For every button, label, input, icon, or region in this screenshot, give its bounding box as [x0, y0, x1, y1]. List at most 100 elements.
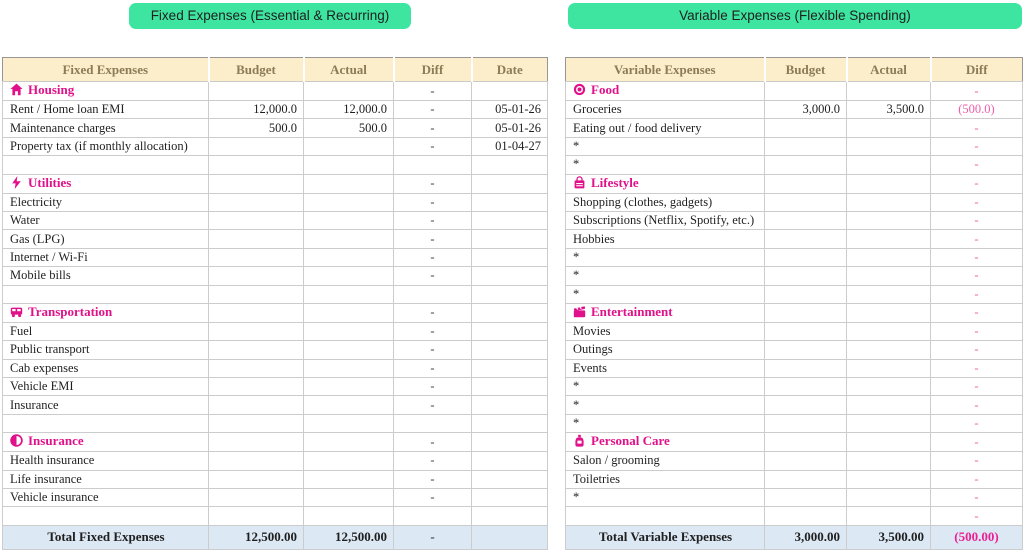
- cell-actual[interactable]: [846, 118, 931, 138]
- cell-diff[interactable]: -: [393, 358, 472, 379]
- cell-diff[interactable]: [393, 284, 472, 304]
- cell-label[interactable]: Groceries: [565, 99, 765, 120]
- cell-budget[interactable]: [764, 118, 847, 138]
- cell-label[interactable]: Events: [565, 358, 765, 379]
- cell-diff[interactable]: -: [930, 81, 1023, 101]
- cell-actual[interactable]: 500.0: [303, 118, 394, 138]
- cell-actual[interactable]: [846, 173, 931, 194]
- cell-date[interactable]: [471, 229, 548, 249]
- cell-budget[interactable]: [764, 266, 847, 286]
- cell-actual[interactable]: [846, 432, 931, 453]
- cell-date[interactable]: [471, 377, 548, 397]
- cell-label[interactable]: Insurance: [2, 432, 209, 453]
- cell-label[interactable]: Personal Care: [565, 432, 765, 453]
- cell-actual[interactable]: [846, 358, 931, 379]
- cell-date[interactable]: [471, 266, 548, 286]
- cell-diff[interactable]: -: [930, 192, 1023, 212]
- cell-actual[interactable]: [846, 266, 931, 286]
- cell-label[interactable]: Water: [2, 210, 209, 231]
- cell-budget[interactable]: [208, 358, 304, 379]
- cell-diff[interactable]: -: [930, 432, 1023, 453]
- cell-actual[interactable]: [846, 229, 931, 249]
- cell-label[interactable]: Entertainment: [565, 302, 765, 323]
- cell-budget[interactable]: [208, 155, 304, 175]
- cell-actual[interactable]: [846, 81, 931, 101]
- column-header-budget[interactable]: Budget: [208, 57, 305, 82]
- cell-diff[interactable]: -: [930, 451, 1023, 471]
- cell-diff[interactable]: -: [930, 506, 1023, 526]
- cell-label[interactable]: *: [565, 266, 765, 286]
- cell-budget[interactable]: [208, 395, 304, 415]
- cell-date[interactable]: 01-04-27: [471, 136, 548, 157]
- cell-actual[interactable]: [303, 247, 394, 268]
- cell-budget[interactable]: [764, 377, 847, 397]
- cell-actual[interactable]: [303, 451, 394, 471]
- cell-actual[interactable]: [846, 302, 931, 323]
- cell-diff[interactable]: -: [930, 302, 1023, 323]
- cell-budget[interactable]: [764, 395, 847, 415]
- cell-actual[interactable]: [846, 340, 931, 360]
- cell-label[interactable]: Internet / Wi-Fi: [2, 247, 209, 268]
- cell-diff[interactable]: -: [393, 192, 472, 212]
- cell-budget[interactable]: [764, 173, 847, 194]
- cell-diff[interactable]: -: [393, 173, 472, 194]
- cell-budget[interactable]: [208, 302, 304, 323]
- cell-budget[interactable]: 3,000.0: [764, 99, 847, 120]
- cell-budget[interactable]: [764, 469, 847, 490]
- cell-label[interactable]: Transportation: [2, 302, 209, 323]
- cell-budget[interactable]: [208, 451, 304, 471]
- cell-diff[interactable]: -: [393, 210, 472, 231]
- cell-label[interactable]: Vehicle EMI: [2, 377, 209, 397]
- cell-diff[interactable]: -: [930, 210, 1023, 231]
- cell-budget[interactable]: [208, 173, 304, 194]
- cell-label[interactable]: Maintenance charges: [2, 118, 209, 138]
- cell-label[interactable]: *: [565, 284, 765, 304]
- cell-actual[interactable]: [303, 173, 394, 194]
- cell-budget[interactable]: [764, 302, 847, 323]
- cell-label[interactable]: Salon / grooming: [565, 451, 765, 471]
- cell-date[interactable]: [471, 488, 548, 508]
- cell-diff[interactable]: -: [393, 118, 472, 138]
- cell-date[interactable]: [471, 81, 548, 101]
- cell-label[interactable]: Lifestyle: [565, 173, 765, 194]
- cell-label[interactable]: *: [565, 377, 765, 397]
- cell-date[interactable]: [471, 395, 548, 415]
- cell-label[interactable]: Housing: [2, 81, 209, 101]
- cell-diff[interactable]: -: [393, 136, 472, 157]
- cell-diff[interactable]: -: [930, 377, 1023, 397]
- cell-date[interactable]: 05-01-26: [471, 118, 548, 138]
- cell-diff[interactable]: -: [393, 229, 472, 249]
- cell-diff[interactable]: (500.00): [930, 524, 1023, 550]
- cell-actual[interactable]: [303, 155, 394, 175]
- cell-actual[interactable]: [846, 413, 931, 434]
- cell-actual[interactable]: [303, 284, 394, 304]
- cell-diff[interactable]: -: [393, 302, 472, 323]
- cell-budget[interactable]: [764, 136, 847, 157]
- cell-actual[interactable]: [846, 488, 931, 508]
- cell-diff[interactable]: [393, 506, 472, 526]
- cell-label[interactable]: [2, 506, 209, 526]
- column-header-budget[interactable]: Budget: [764, 57, 848, 82]
- cell-budget[interactable]: [764, 229, 847, 249]
- cell-actual[interactable]: [303, 506, 394, 526]
- cell-budget[interactable]: [764, 247, 847, 268]
- cell-budget[interactable]: [208, 81, 304, 101]
- cell-budget[interactable]: 3,000.00: [764, 524, 847, 550]
- cell-label[interactable]: Insurance: [2, 395, 209, 415]
- cell-actual[interactable]: [303, 321, 394, 342]
- cell-budget[interactable]: [208, 229, 304, 249]
- cell-diff[interactable]: -: [393, 469, 472, 490]
- cell-actual[interactable]: [303, 192, 394, 212]
- cell-label[interactable]: Utilities: [2, 173, 209, 194]
- cell-label[interactable]: Health insurance: [2, 451, 209, 471]
- cell-budget[interactable]: [208, 136, 304, 157]
- cell-date[interactable]: [471, 413, 548, 434]
- cell-actual[interactable]: [846, 155, 931, 175]
- cell-actual[interactable]: [846, 451, 931, 471]
- cell-diff[interactable]: -: [393, 247, 472, 268]
- cell-budget[interactable]: [208, 413, 304, 434]
- cell-label[interactable]: Gas (LPG): [2, 229, 209, 249]
- cell-actual[interactable]: 3,500.0: [846, 99, 931, 120]
- cell-actual[interactable]: [303, 136, 394, 157]
- cell-actual[interactable]: [846, 395, 931, 415]
